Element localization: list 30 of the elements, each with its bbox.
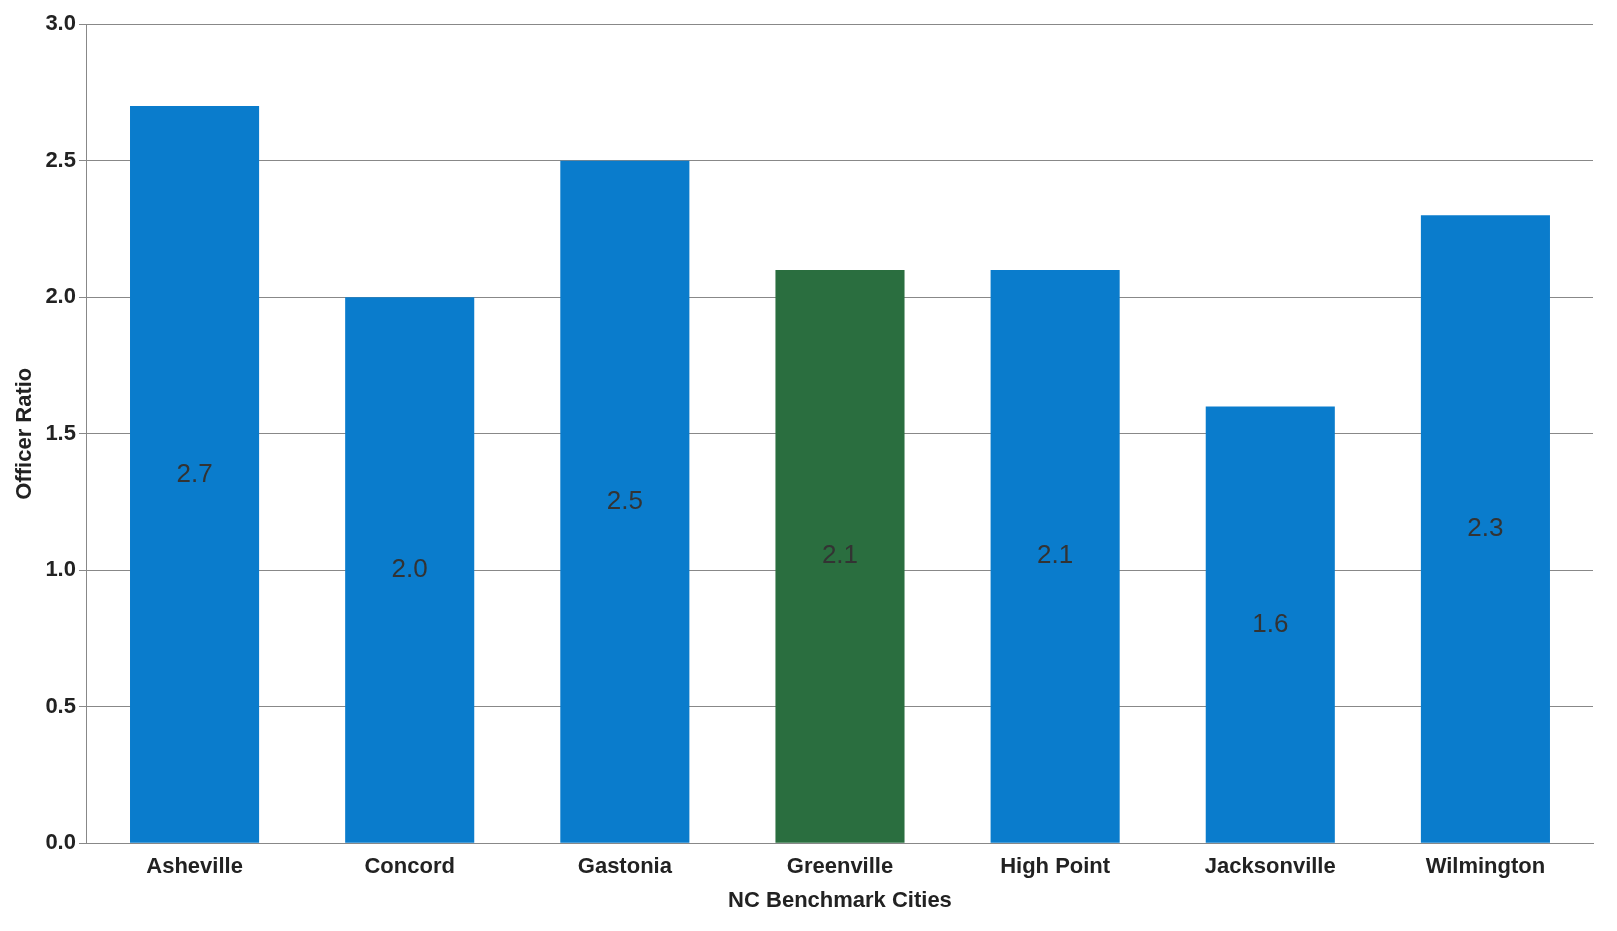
x-tick-label: Jacksonville <box>1204 853 1336 879</box>
x-tick-label: Concord <box>364 853 455 879</box>
bar <box>345 297 475 843</box>
x-tick-label: Wilmington <box>1425 853 1546 879</box>
y-tick-label: 1.0 <box>45 556 76 582</box>
bar <box>990 269 1120 843</box>
data-label: 2.5 <box>606 484 643 515</box>
y-tick-label: 3.0 <box>45 10 76 36</box>
bar <box>560 160 690 843</box>
bar <box>1420 215 1550 843</box>
data-label: 1.6 <box>1252 607 1289 638</box>
y-tick-label: 1.5 <box>45 419 76 445</box>
y-tick-label: 2.0 <box>45 283 76 309</box>
y-tick-label: 2.5 <box>45 146 76 172</box>
y-axis-title: Officer Ratio <box>11 367 37 500</box>
data-label: 2.1 <box>1037 539 1074 570</box>
y-tick-label: 0.5 <box>45 692 76 718</box>
x-tick-label: Gastonia <box>577 853 673 879</box>
bar <box>1205 406 1335 843</box>
x-tick-label: Asheville <box>146 853 243 879</box>
y-tick-label: 0.0 <box>45 829 76 855</box>
x-tick-label: Greenville <box>786 853 894 879</box>
data-label: 2.0 <box>391 553 428 584</box>
data-label: 2.3 <box>1467 512 1504 543</box>
x-tick-label: High Point <box>1000 853 1111 879</box>
data-label: 2.7 <box>176 457 213 488</box>
bar <box>775 269 905 843</box>
bar <box>130 106 260 843</box>
data-label: 2.1 <box>821 539 859 570</box>
x-axis-title: NC Benchmark Cities <box>728 886 952 912</box>
